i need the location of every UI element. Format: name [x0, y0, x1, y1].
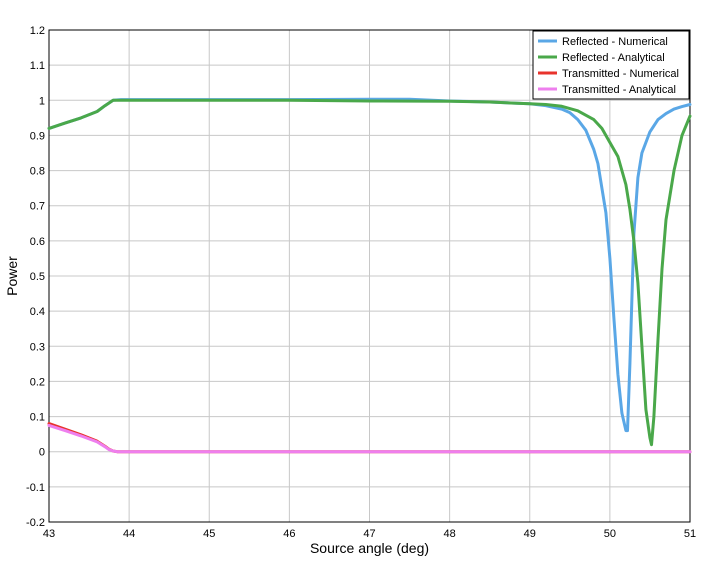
x-tick-label: 44 [123, 528, 135, 540]
plot-frame [48, 29, 691, 523]
series-line-transmitted-analytical [47, 423, 692, 454]
y-tick-label: 0.9 [30, 130, 45, 142]
x-tick-label: 48 [444, 528, 456, 540]
y-tick-label: 1.1 [30, 60, 45, 72]
y-tick-label: 1.2 [30, 25, 45, 37]
x-tick-label: 49 [524, 528, 536, 540]
y-tick-label: 0.2 [30, 376, 45, 388]
y-tick-label: -0.2 [26, 517, 45, 529]
y-tick-label: -0.1 [26, 482, 45, 494]
x-tick-label: 43 [43, 528, 55, 540]
legend-box [532, 30, 690, 100]
y-tick-label: 0.8 [30, 166, 45, 178]
y-tick-label: 0 [39, 447, 45, 459]
y-tick-label: 0.4 [30, 306, 45, 318]
x-axis-label: Source angle (deg) [310, 540, 429, 556]
y-axis-ticks: -0.2 -0.1 0 0.1 0.2 0.3 0.4 0.5 0.6 0.7 0.8 0.9 1 1.1… [26, 25, 45, 529]
legend: Reflected - Numerical Reflected - Analyti… [532, 30, 690, 100]
x-tick-label: 46 [283, 528, 295, 540]
x-tick-label: 50 [604, 528, 616, 540]
series-layer [47, 97, 692, 454]
x-tick-label: 51 [684, 528, 696, 540]
x-tick-label: 45 [203, 528, 215, 540]
y-tick-label: 0.6 [30, 236, 45, 248]
legend-label: Transmitted - Numerical [562, 68, 679, 80]
series-line-reflected-analytical [47, 98, 692, 447]
y-tick-label: 1 [39, 95, 45, 107]
grid [48, 29, 691, 523]
y-tick-label: 0.3 [30, 341, 45, 353]
x-axis-ticks: 43 44 45 46 47 48 49 50 51 [43, 528, 696, 540]
legend-label: Reflected - Analytical [562, 52, 665, 64]
y-axis-label: Power [4, 256, 20, 296]
x-tick-label: 47 [363, 528, 375, 540]
y-tick-label: 0.1 [30, 412, 45, 424]
y-tick-label: 0.5 [30, 271, 45, 283]
legend-label: Reflected - Numerical [562, 36, 668, 48]
legend-label: Transmitted - Analytical [562, 84, 676, 96]
y-tick-label: 0.7 [30, 201, 45, 213]
